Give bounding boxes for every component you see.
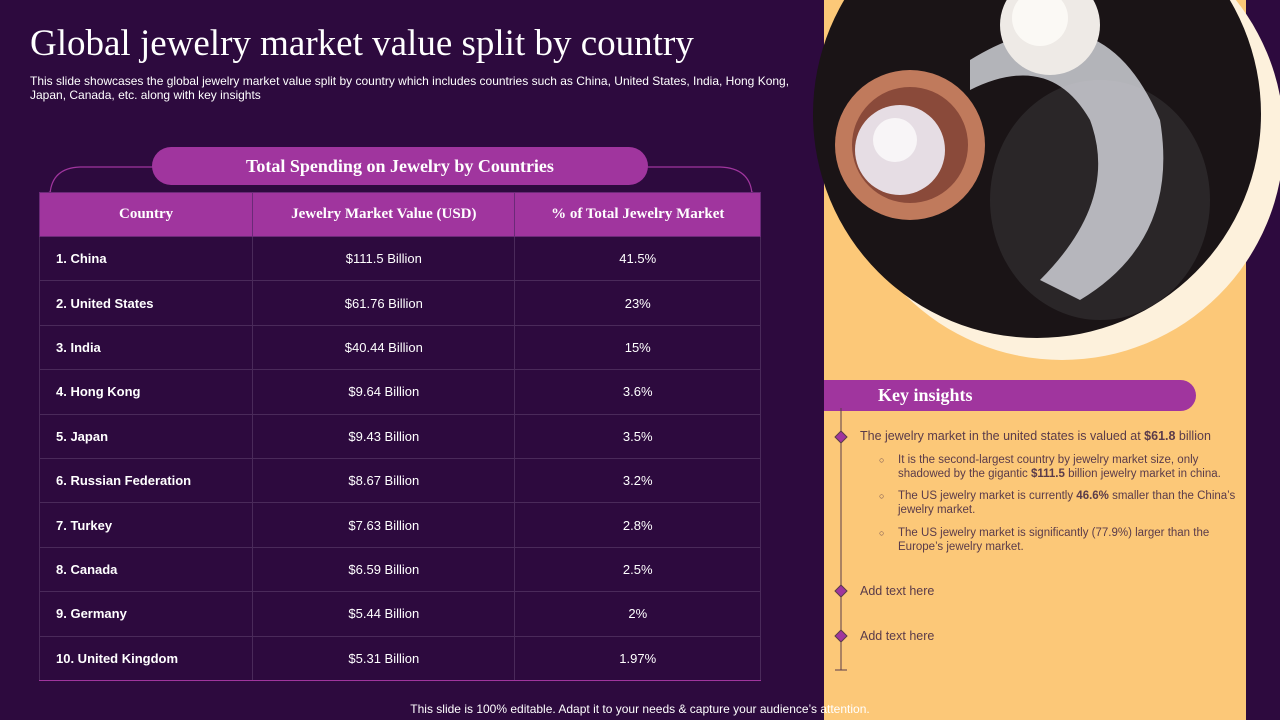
table-row: 3. India $40.44 Billion 15% [38,324,761,371]
text-segment: The US jewelry market is significantly (… [898,527,1210,553]
column-header: Jewelry Market Value (USD) [252,192,516,237]
text-segment: 46.6% [1076,490,1109,502]
table-cell: 41.5% [514,235,761,282]
insight-subitem: The US jewelry market is significantly (… [898,526,1243,554]
table-cell: $61.76 Billion [252,280,516,326]
text-segment: Add text here [860,584,935,598]
table-row: 1. China $111.5 Billion 41.5% [38,235,761,282]
table-cell: $8.67 Billion [252,457,516,504]
table-cell: 8. Canada [38,546,254,593]
table-cell: 3. India [38,324,254,371]
text-segment: billion [1175,429,1211,443]
sub-bullet: ○ [879,491,885,501]
table-cell: $9.64 Billion [252,369,516,415]
column-header: % of Total Jewelry Market [514,192,761,237]
insights-title: Key insights [824,380,1196,411]
table-cell: 2.8% [514,502,761,548]
column-header: Country [38,192,254,237]
table-cell: $111.5 Billion [252,235,516,282]
insight-subitem: It is the second-largest country by jewe… [898,453,1243,481]
text-segment: Add text here [860,629,935,643]
timeline [834,408,848,671]
text-segment: billion jewelry market in china. [1064,468,1221,480]
table-row: 5. Japan $9.43 Billion 3.5% [38,413,761,459]
text-segment: $111.5 [1030,468,1065,480]
table-cell: 15% [514,324,761,371]
table-cell: $6.59 Billion [252,546,516,593]
table-cell: 3.5% [514,413,761,459]
title: Global jewelry market value split by cou… [30,23,694,64]
table-cell: $40.44 Billion [252,324,516,371]
table-row: 2. United States $61.76 Billion 23% [38,280,761,326]
insight-item: The jewelry market in the united states … [860,429,1211,443]
table-cell: 3.2% [514,457,761,504]
table-caption: Total Spending on Jewelry by Countries [152,147,648,185]
text-segment: smaller than the China’s jewelry market. [898,490,1236,516]
table-cell: 10. United Kingdom [38,635,254,681]
table-cell: $9.43 Billion [252,413,516,459]
table-cell: 1. China [38,235,254,282]
table-row: 10. United Kingdom $5.31 Billion 1.97% [38,635,761,681]
insight-subitem: The US jewelry market is currently 46.6%… [898,489,1243,517]
table-cell: 6. Russian Federation [38,457,254,504]
text-segment: $61.8 [1144,429,1176,443]
table-cell: 2. United States [38,280,254,326]
insight-item: Add text here [860,629,934,643]
text-segment: It is the second-largest country by jewe… [898,454,1199,480]
table-row: 4. Hong Kong $9.64 Billion 3.6% [38,369,761,415]
table-cell: 1.97% [514,635,761,681]
table-cell: 2.5% [514,546,761,593]
table-cell: 2% [514,591,761,637]
header-row: Country Jewelry Market Value (USD)% of To… [38,192,761,237]
subtitle: This slide showcases the global jewelry … [30,74,790,102]
table-cell: $5.44 Billion [252,591,516,637]
table-cell: 9. Germany [38,591,254,637]
insight-item: Add text here [860,584,934,598]
table-row: 9. Germany $5.44 Billion 2% [38,591,761,637]
table-cell: 3.6% [514,369,761,415]
table-row: 7. Turkey $7.63 Billion 2.8% [38,502,761,548]
table-cell: $7.63 Billion [252,502,516,548]
table-cell: 23% [514,280,761,326]
photo [813,0,1280,360]
table-cell: 7. Turkey [38,502,254,548]
table-row: 8. Canada $6.59 Billion 2.5% [38,546,761,593]
table-cell: $5.31 Billion [252,635,516,681]
table-cell: 4. Hong Kong [38,369,254,415]
footer: This slide is 100% editable. Adapt it to… [410,702,870,716]
sub-bullet: ○ [879,528,885,538]
text-segment: The jewelry market in the united states … [860,429,1145,443]
sub-bullet: ○ [879,455,885,465]
text-segment: The US jewelry market is currently [898,490,1077,502]
table-row: 6. Russian Federation $8.67 Billion 3.2% [38,457,761,504]
market-table: Country Jewelry Market Value (USD)% of To… [38,192,761,681]
table-cell: 5. Japan [38,413,254,459]
